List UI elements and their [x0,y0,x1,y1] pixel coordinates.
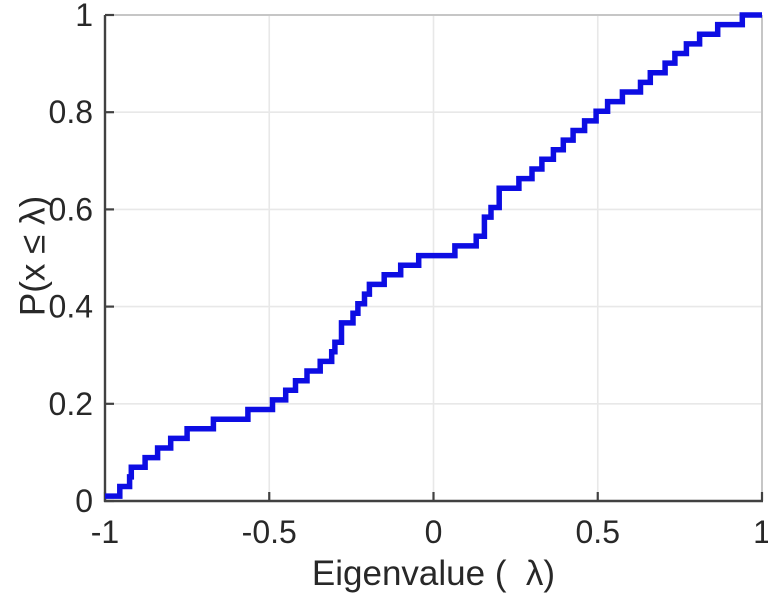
x-tick-label: -1 [91,514,119,550]
y-tick-label: 0.4 [49,289,93,325]
y-tick-label: 0.2 [49,386,93,422]
x-axis-label: Eigenvalue ( λ) [311,554,556,593]
y-tick-label: 0 [75,483,93,519]
y-tick-label: 0.8 [49,94,93,130]
y-tick-label: 1 [75,0,93,33]
y-tick-label: 0.6 [49,191,93,227]
x-tick-label: 0 [425,514,443,550]
ecdf-curve [105,12,762,499]
x-tick-label: 0.5 [576,514,620,550]
y-axis-label: P(x ≤ λ) [13,195,53,317]
x-tick-label: -0.5 [242,514,297,550]
x-tick-label: 1 [753,514,768,550]
